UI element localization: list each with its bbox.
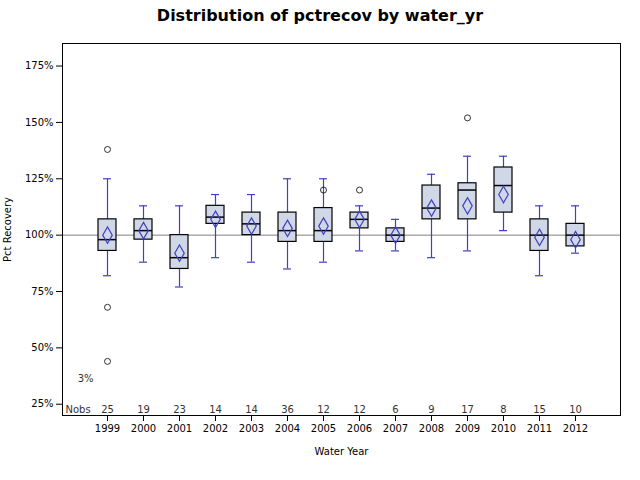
svg-text:2009: 2009 bbox=[455, 423, 480, 434]
svg-text:25: 25 bbox=[101, 404, 114, 415]
svg-text:23: 23 bbox=[173, 404, 186, 415]
svg-text:19: 19 bbox=[137, 404, 150, 415]
svg-text:Nobs: Nobs bbox=[66, 404, 91, 415]
svg-text:50%: 50% bbox=[31, 342, 53, 353]
svg-text:10: 10 bbox=[569, 404, 582, 415]
svg-text:12: 12 bbox=[317, 404, 330, 415]
svg-text:Water Year: Water Year bbox=[315, 446, 370, 457]
svg-text:17: 17 bbox=[461, 404, 474, 415]
svg-text:2003: 2003 bbox=[239, 423, 264, 434]
svg-text:2001: 2001 bbox=[167, 423, 192, 434]
svg-text:75%: 75% bbox=[31, 286, 53, 297]
svg-text:2005: 2005 bbox=[311, 423, 336, 434]
svg-text:150%: 150% bbox=[25, 117, 54, 128]
svg-text:6: 6 bbox=[392, 404, 398, 415]
svg-text:12: 12 bbox=[353, 404, 366, 415]
svg-text:2012: 2012 bbox=[563, 423, 588, 434]
svg-text:100%: 100% bbox=[25, 229, 54, 240]
svg-text:2000: 2000 bbox=[131, 423, 156, 434]
svg-text:2006: 2006 bbox=[347, 423, 372, 434]
svg-text:15: 15 bbox=[533, 404, 546, 415]
svg-text:8: 8 bbox=[500, 404, 506, 415]
svg-text:Pct Recovery: Pct Recovery bbox=[2, 197, 13, 262]
svg-text:9: 9 bbox=[428, 404, 434, 415]
svg-text:125%: 125% bbox=[25, 173, 54, 184]
svg-text:25%: 25% bbox=[31, 398, 53, 409]
svg-text:14: 14 bbox=[209, 404, 222, 415]
svg-text:36: 36 bbox=[281, 404, 294, 415]
svg-text:14: 14 bbox=[245, 404, 258, 415]
svg-text:2004: 2004 bbox=[275, 423, 300, 434]
svg-text:2011: 2011 bbox=[527, 423, 552, 434]
svg-text:2008: 2008 bbox=[419, 423, 444, 434]
svg-text:1999: 1999 bbox=[95, 423, 120, 434]
svg-text:2010: 2010 bbox=[491, 423, 516, 434]
svg-text:3%: 3% bbox=[78, 373, 94, 384]
svg-text:2002: 2002 bbox=[203, 423, 228, 434]
svg-text:2007: 2007 bbox=[383, 423, 408, 434]
svg-text:175%: 175% bbox=[25, 60, 54, 71]
html-text:Distribution of pctrecov by wa: Distribution of pctrecov by water_yr bbox=[156, 6, 484, 25]
